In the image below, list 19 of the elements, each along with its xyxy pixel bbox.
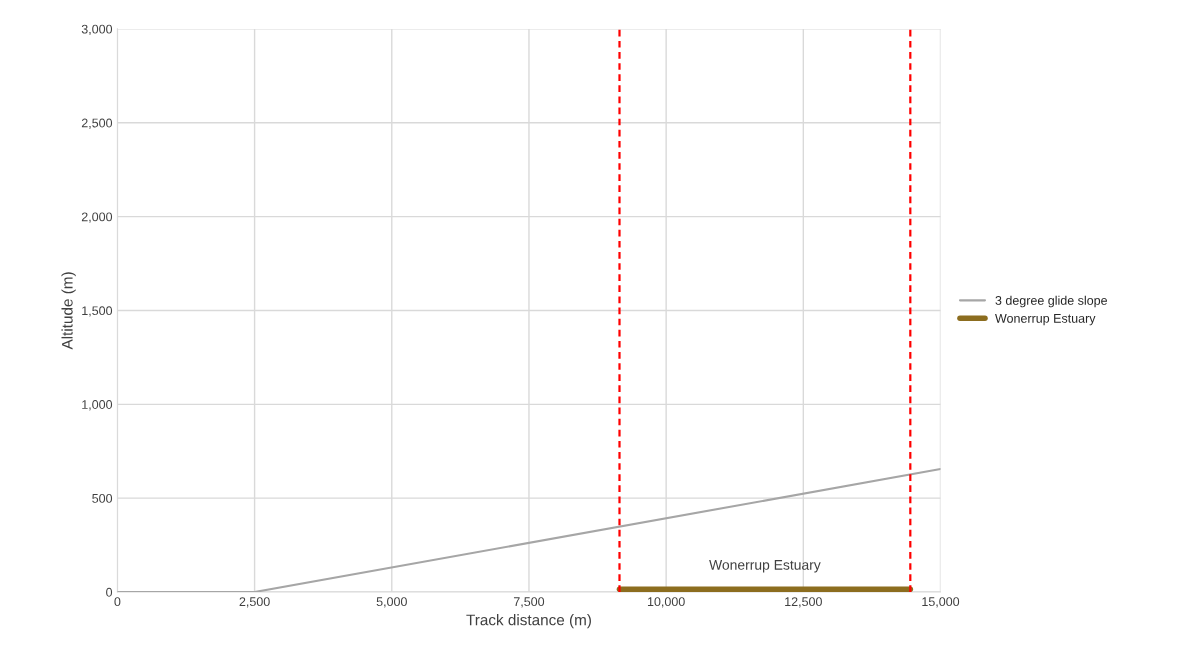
- x-tick-label: 12,500: [785, 597, 822, 608]
- y-tick-label: 0: [106, 587, 113, 597]
- legend-label: 3 degree glide slope: [995, 295, 1108, 308]
- x-tick-label: 0: [114, 597, 121, 607]
- x-axis-title: Track distance (m): [466, 614, 591, 629]
- y-axis-title: Altitude (m): [61, 272, 76, 350]
- y-tick-label: 3,000: [81, 24, 113, 36]
- x-tick-label: 15,000: [922, 597, 960, 608]
- x-tick-label: 7,500: [513, 597, 545, 608]
- x-tick-label: 5,000: [376, 597, 407, 608]
- y-tick-label: 1,500: [82, 306, 113, 317]
- x-tick-label: 2,500: [239, 597, 270, 608]
- x-tick-label: 10,000: [647, 597, 685, 608]
- legend-label: Wonerrup Estuary: [995, 314, 1096, 326]
- y-tick-label: 2,000: [81, 212, 113, 223]
- y-tick-label: 2,500: [81, 118, 113, 129]
- annotation: Wonerrup Estuary: [709, 560, 821, 573]
- y-tick-label: 500: [92, 493, 113, 503]
- y-tick-label: 1,000: [82, 400, 113, 411]
